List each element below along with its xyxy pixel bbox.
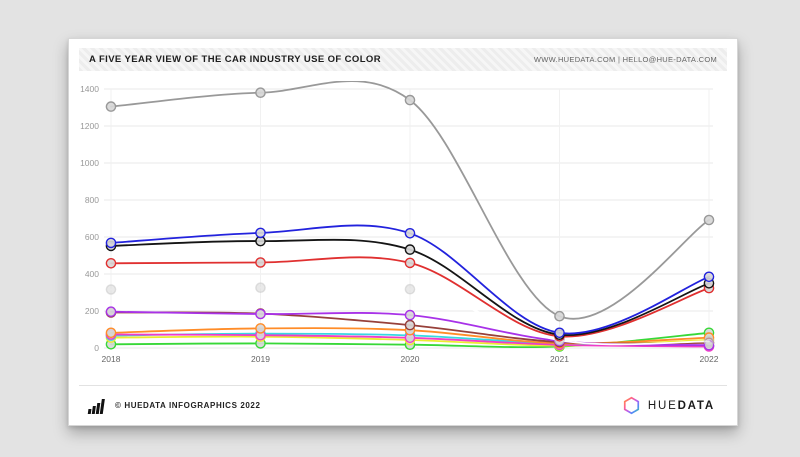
- hexagon-logo-icon: [623, 396, 639, 415]
- svg-text:800: 800: [85, 195, 99, 205]
- brand-logo: HUEDATA: [622, 396, 715, 415]
- svg-text:400: 400: [85, 269, 99, 279]
- series-blue: [105, 224, 715, 339]
- svg-text:600: 600: [85, 232, 99, 242]
- svg-text:2020: 2020: [401, 354, 420, 364]
- svg-text:200: 200: [85, 306, 99, 316]
- svg-text:0: 0: [94, 343, 99, 353]
- header-bar: A FIVE YEAR VIEW OF THE CAR INDUSTRY USE…: [79, 48, 727, 71]
- svg-text:1000: 1000: [80, 158, 99, 168]
- brand-wordmark: HUEDATA: [648, 400, 715, 412]
- svg-text:1200: 1200: [80, 121, 99, 131]
- footer-bar: © HUEDATA INFOGRAPHICS 2022: [79, 385, 727, 425]
- infographic-card: A FIVE YEAR VIEW OF THE CAR INDUSTRY USE…: [68, 38, 738, 426]
- copyright-text: © HUEDATA INFOGRAPHICS 2022: [115, 401, 261, 410]
- brand-data: DATA: [677, 399, 715, 412]
- svg-text:2019: 2019: [251, 354, 270, 364]
- svg-text:2022: 2022: [700, 354, 719, 364]
- header-contact: WWW.HUEDATA.COM | HELLO@HUE-DATA.COM: [533, 55, 717, 64]
- series-white: [105, 282, 715, 347]
- bar-chart-icon: [87, 398, 105, 414]
- series-gray: [105, 80, 715, 322]
- svg-text:2021: 2021: [550, 354, 569, 364]
- chart-area: 0 200 400 600 800 1000 1200 1400 2018 2019 2020 202…: [69, 80, 739, 381]
- svg-text:2018: 2018: [102, 354, 121, 364]
- line-chart: 0 200 400 600 800 1000 1200 1400 2018 2019 2020 202…: [80, 80, 719, 364]
- series-red: [105, 256, 715, 342]
- footer-left: © HUEDATA INFOGRAPHICS 2022: [87, 398, 261, 414]
- page-title: A FIVE YEAR VIEW OF THE CAR INDUSTRY USE…: [89, 54, 381, 65]
- svg-text:1400: 1400: [80, 84, 99, 94]
- brand-hue: HUE: [647, 399, 678, 412]
